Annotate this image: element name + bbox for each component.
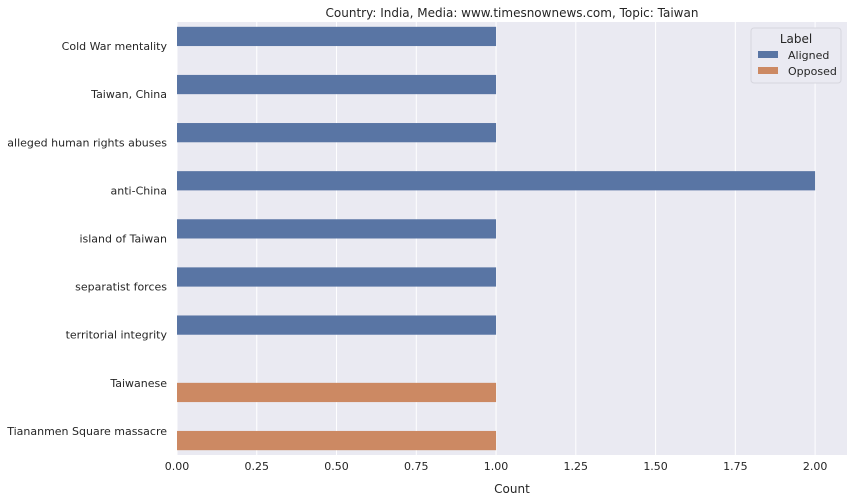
bar-aligned (177, 171, 816, 191)
legend-swatch-aligned (758, 51, 778, 58)
legend-label-opposed: Opposed (788, 65, 837, 78)
bars (177, 26, 816, 451)
x-tick-labels: 0.00 0.25 0.50 0.75 1.00 1.25 1.50 1.75 2.00 (165, 460, 828, 473)
y-tick-label: Tiananmen Square massacre (6, 425, 167, 438)
x-tick-label: 1.00 (484, 460, 509, 473)
x-tick-label: 0.75 (404, 460, 429, 473)
y-tick-labels: Cold War mentality Taiwan, China alleged h… (6, 40, 167, 438)
x-tick-label: 0.00 (165, 460, 190, 473)
chart-title: Country: India, Media: www.timesnownews.… (326, 6, 699, 20)
legend-label-aligned: Aligned (788, 49, 829, 62)
legend-title: Label (780, 32, 812, 46)
y-tick-label: island of Taiwan (79, 233, 167, 246)
legend-swatch-opposed (758, 67, 778, 74)
y-tick-label: separatist forces (75, 281, 167, 294)
x-tick-label: 1.25 (564, 460, 589, 473)
y-tick-label: Taiwan, China (90, 88, 167, 101)
x-tick-label: 2.00 (803, 460, 828, 473)
y-tick-label: anti-China (111, 184, 167, 197)
x-tick-label: 1.75 (723, 460, 748, 473)
x-tick-label: 1.50 (643, 460, 668, 473)
y-tick-label: territorial integrity (66, 329, 168, 342)
bar-aligned (177, 219, 497, 239)
bar-aligned (177, 315, 497, 335)
bar-opposed (177, 430, 497, 451)
y-tick-label: Taiwanese (109, 377, 167, 390)
y-tick-label: Cold War mentality (62, 40, 168, 53)
bar-aligned (177, 26, 497, 47)
y-tick-label: alleged human rights abuses (7, 136, 167, 149)
bar-aligned (177, 74, 497, 95)
x-axis-title: Count (494, 482, 530, 496)
x-tick-label: 0.50 (324, 460, 349, 473)
bar-aligned (177, 123, 497, 143)
bar-opposed (177, 382, 497, 403)
x-tick-label: 0.25 (245, 460, 270, 473)
legend: Label Aligned Opposed (750, 27, 842, 84)
bar-aligned (177, 267, 497, 287)
